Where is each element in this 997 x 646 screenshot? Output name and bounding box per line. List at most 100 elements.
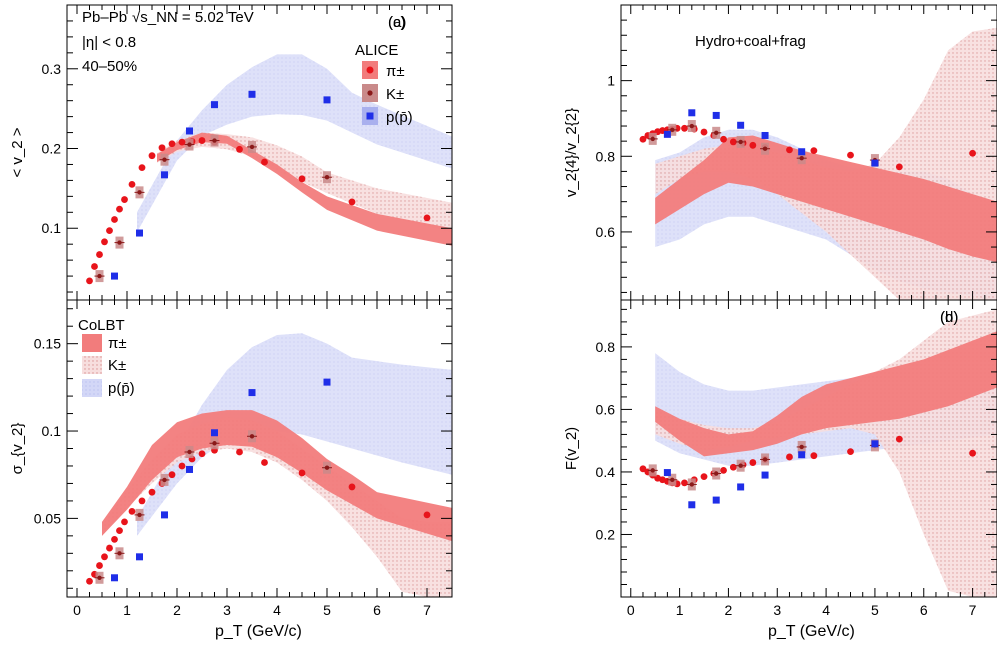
- point-pion: [138, 164, 146, 172]
- point-pion: [298, 469, 306, 477]
- point-proton: [111, 272, 118, 280]
- point-pion: [786, 146, 793, 154]
- point-kaon: [667, 123, 678, 136]
- point-kaon: [114, 547, 125, 560]
- y-axis-title: < v_2 >: [9, 127, 26, 177]
- point-pion: [101, 553, 108, 561]
- point-proton: [761, 131, 769, 139]
- point-proton: [663, 469, 671, 477]
- point-pion: [348, 483, 356, 491]
- point-kaon: [760, 453, 771, 466]
- point-pion: [96, 562, 103, 569]
- y-tick-label: 0.8: [596, 339, 616, 355]
- point-pion: [639, 135, 647, 143]
- x-tick-label: 4: [273, 602, 281, 618]
- panel-b: 0 1 2 3 4 5 6 70.050.10.15(b)σ_{v_2}: [9, 299, 958, 618]
- y-tick-label: 0.2: [596, 526, 616, 542]
- x-tick-label: 2: [173, 602, 181, 618]
- legend-colbt-kaon-label: K±: [108, 357, 126, 374]
- point-pion: [348, 198, 356, 206]
- point-proton: [211, 101, 218, 109]
- point-kaon: [796, 152, 807, 165]
- point-kaon: [735, 459, 746, 472]
- y-tick-label: 0.4: [596, 464, 616, 480]
- plot-area: [639, 27, 997, 300]
- point-kaon: [667, 473, 678, 486]
- x-tick-label: 0: [627, 602, 635, 618]
- point-proton: [186, 127, 193, 135]
- x-axis-title-left: p_T (GeV/c): [215, 623, 302, 640]
- point-pion: [895, 435, 903, 443]
- legend-colbt-proton-label: p(p̄): [108, 380, 135, 397]
- point-pion: [810, 452, 818, 460]
- point-proton: [737, 121, 745, 129]
- panel-c: 0.6 0.8 1 (c) v_2{4}/v_2{2}: [388, 4, 997, 301]
- point-pion: [158, 144, 166, 152]
- point-pion: [106, 544, 113, 552]
- legend-alice-pion-marker: [362, 61, 378, 79]
- point-pion: [178, 138, 186, 146]
- point-kaon: [322, 461, 332, 474]
- legend-colbt-kaon-swatch: [82, 356, 102, 374]
- point-pion: [700, 128, 708, 136]
- y-tick-label: 0.1: [42, 220, 62, 236]
- point-proton: [323, 378, 331, 386]
- point-pion: [786, 453, 793, 461]
- point-pion: [261, 158, 268, 166]
- plot-area: [639, 309, 997, 597]
- y-tick-label: 1: [607, 73, 615, 89]
- point-pion: [101, 238, 108, 246]
- point-pion: [847, 448, 854, 456]
- point-proton: [761, 471, 769, 479]
- point-pion: [86, 577, 93, 585]
- y-tick-label: 0.15: [34, 336, 61, 352]
- point-kaon: [735, 135, 746, 148]
- point-pion: [700, 473, 708, 481]
- point-pion: [895, 163, 903, 171]
- point-pion: [261, 459, 268, 466]
- point-pion: [128, 180, 136, 188]
- legend-colbt-pion-swatch: [82, 334, 102, 352]
- point-kaon: [711, 126, 722, 139]
- point-proton: [871, 440, 879, 448]
- point-kaon: [159, 153, 170, 166]
- point-proton: [712, 496, 720, 504]
- x-tick-label: 7: [969, 602, 977, 618]
- point-pion: [91, 263, 98, 270]
- point-pion: [236, 448, 243, 456]
- x-tick-label: 1: [676, 602, 684, 618]
- x-tick-label: 1: [123, 602, 131, 618]
- point-proton: [798, 451, 806, 459]
- y-tick-label: 0.8: [596, 148, 616, 164]
- point-pion: [168, 471, 176, 479]
- point-proton: [798, 148, 806, 156]
- panel-letter: (a): [388, 14, 406, 31]
- panel-letter: (c): [388, 14, 406, 31]
- point-proton: [712, 111, 720, 119]
- point-pion: [148, 488, 156, 496]
- x-tick-label: 6: [920, 602, 928, 618]
- legend-alice-kaon-marker: [362, 84, 378, 102]
- y-axis-title: σ_{v_2}: [9, 423, 26, 475]
- point-kaon: [114, 236, 125, 249]
- band-proton: [137, 333, 452, 536]
- point-pion: [111, 535, 118, 543]
- x-axis-title-right: p_T (GeV/c): [768, 623, 855, 640]
- x-tick-label: 6: [373, 602, 381, 618]
- plot-frame: [620, 299, 997, 598]
- point-pion: [168, 140, 176, 148]
- y-tick-label: 0.2: [42, 141, 62, 157]
- point-kaon: [134, 186, 145, 199]
- point-pion: [969, 149, 976, 157]
- y-tick-label: 0.6: [596, 401, 616, 417]
- point-kaon: [94, 571, 105, 584]
- legend-alice-proton-marker: [362, 107, 378, 125]
- y-axis-title: v_2{4}/v_2{2}: [563, 108, 580, 197]
- point-pion: [111, 216, 118, 223]
- point-proton: [211, 429, 218, 437]
- point-kaon: [322, 171, 332, 184]
- point-kaon: [686, 478, 697, 491]
- point-pion: [121, 518, 128, 526]
- x-tick-label: 4: [822, 602, 830, 618]
- point-pion: [720, 466, 727, 474]
